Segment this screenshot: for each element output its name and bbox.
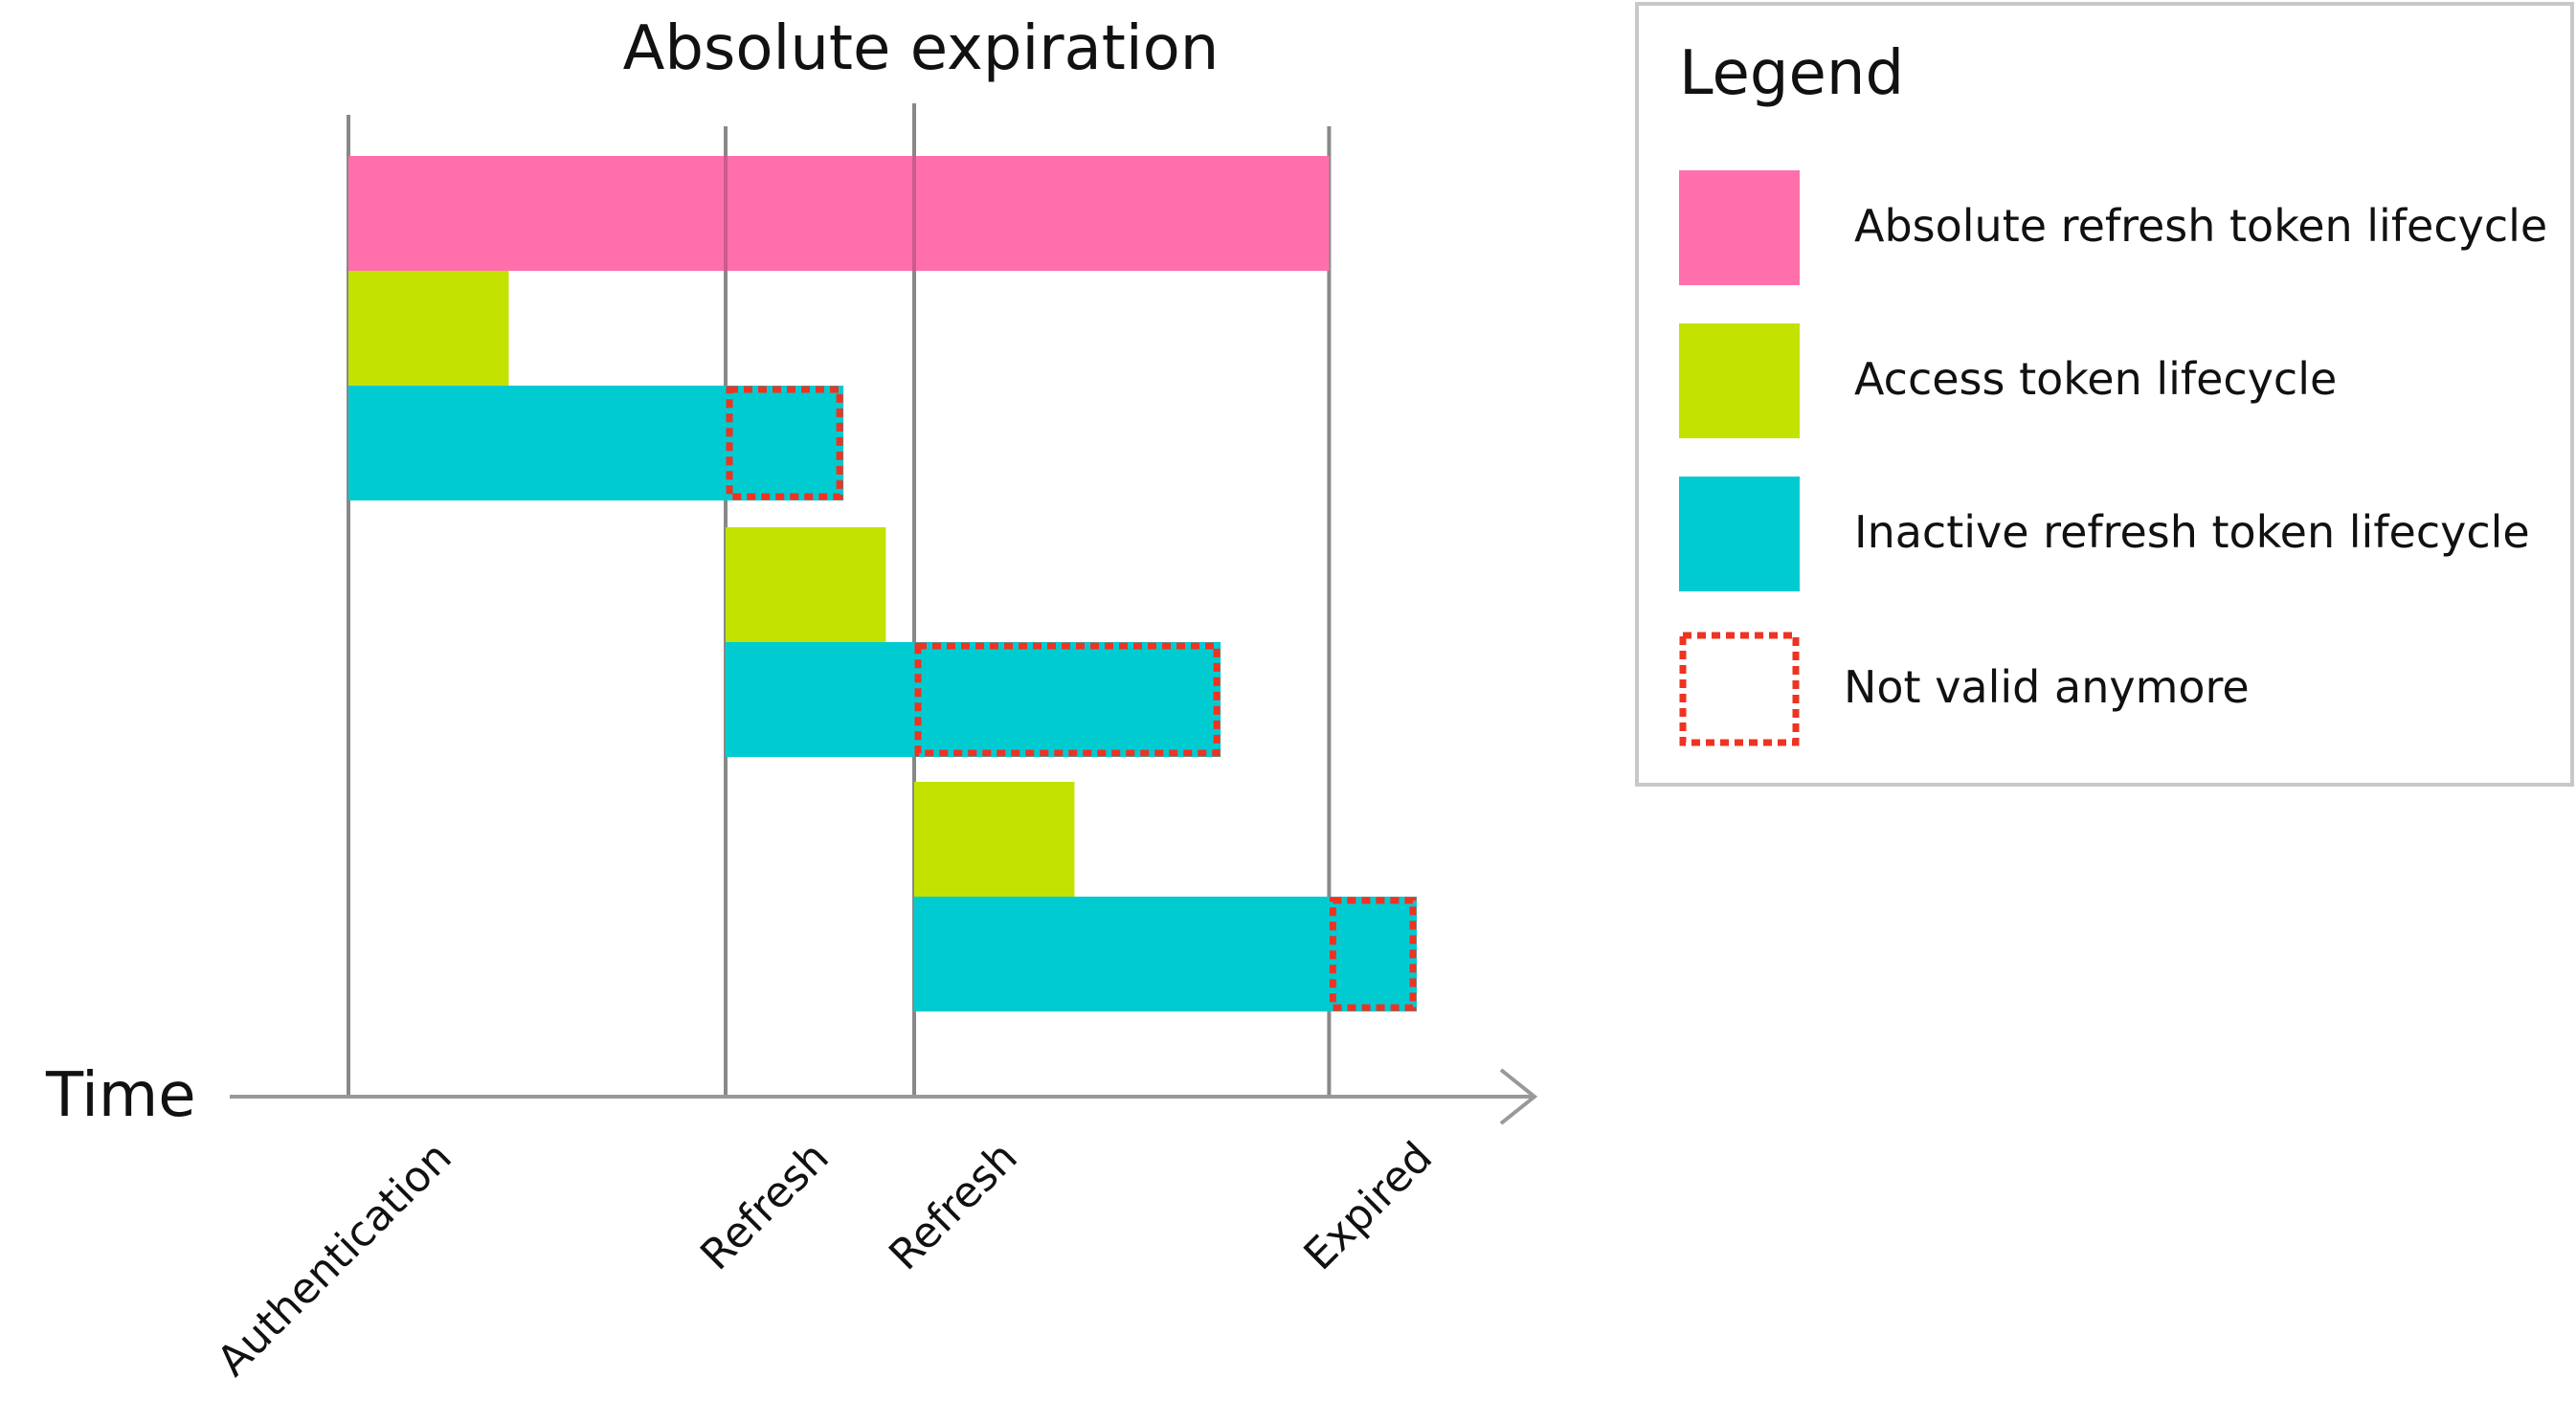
time-axis-label: Time <box>45 1060 196 1131</box>
diagram-title: Absolute expiration <box>623 13 1220 84</box>
legend-swatch-inactive <box>1679 477 1800 591</box>
legend-swatch-absolute <box>1679 170 1800 285</box>
legend-label-invalid: Not valid anymore <box>1844 661 2250 713</box>
bar-access-4 <box>726 527 886 642</box>
event-label-refresh-2: Refresh <box>880 1133 1027 1280</box>
bar-access-1 <box>348 271 509 386</box>
legend-label-absolute: Absolute refresh token lifecycle <box>1854 200 2547 252</box>
bar-not-valid-6 <box>914 642 1221 757</box>
bar-not-valid-3 <box>726 386 843 500</box>
time-axis: Time <box>45 1060 1538 1131</box>
bar-absolute-0 <box>348 156 1330 271</box>
bar-access-7 <box>914 782 1075 897</box>
event-label-expired: Expired <box>1295 1133 1443 1280</box>
bar-inactive-2 <box>348 386 844 500</box>
event-label-refresh-1: Refresh <box>691 1133 839 1280</box>
legend-label-access: Access token lifecycle <box>1854 353 2337 405</box>
event-label-authentication: Authentication <box>208 1133 460 1386</box>
lifecycle-bars <box>348 156 1418 1011</box>
legend-title: Legend <box>1679 38 1904 109</box>
bar-inactive-5 <box>726 642 1221 757</box>
legend-swatch-invalid <box>1679 632 1800 746</box>
bar-not-valid-9 <box>1329 897 1417 1011</box>
time-axis-arrow-icon <box>1499 1068 1538 1125</box>
legend: Legend Absolute refresh token lifecycle … <box>1635 2 2574 787</box>
legend-label-inactive: Inactive refresh token lifecycle <box>1854 506 2530 558</box>
event-labels: Authentication Refresh Refresh Expired <box>208 1133 1442 1386</box>
legend-swatch-access <box>1679 323 1800 438</box>
bar-inactive-8 <box>914 897 1418 1011</box>
